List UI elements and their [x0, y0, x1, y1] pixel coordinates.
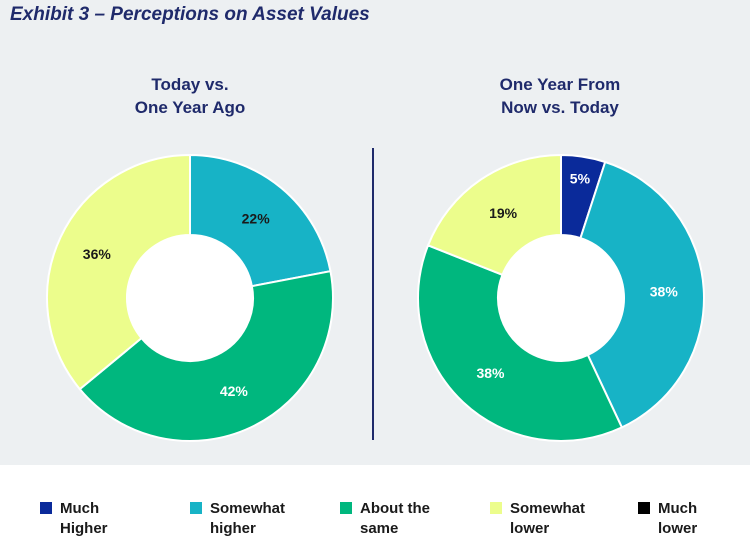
- slice-label-about-the-same: 38%: [476, 365, 505, 381]
- legend-label: About the same: [360, 500, 430, 537]
- chart-divider: [372, 148, 374, 440]
- legend-swatch: [340, 502, 352, 514]
- exhibit-title: Exhibit 3 – Perceptions on Asset Values: [10, 4, 370, 25]
- slice-label-about-the-same: 42%: [220, 383, 249, 399]
- slice-label-somewhat-higher: 22%: [242, 211, 271, 227]
- donut-year-from-now: 5% 38% 38% 19%: [417, 153, 705, 442]
- legend-label: Somewhat lower: [510, 500, 586, 537]
- donut-slice-somewhat-lower: [426, 153, 562, 277]
- legend-swatch: [638, 502, 650, 514]
- legend-swatch: [190, 502, 202, 514]
- donut-hole: [127, 235, 253, 361]
- chart-title-today-vs-year-ago: Today vs. One Year Ago: [134, 75, 246, 117]
- donut-today-vs-year-ago: 22% 42% 36%: [46, 153, 334, 442]
- legend-label: Much lower: [658, 500, 698, 537]
- chart-title-year-from-now: One Year From Now vs. Today: [499, 75, 621, 117]
- legend-swatch: [490, 502, 502, 514]
- slice-label-much-higher: 5%: [570, 170, 591, 186]
- exhibit-panel: Exhibit 3 – Perceptions on Asset Values …: [0, 0, 750, 465]
- donut-charts: 22% 42% 36% 5% 38% 38% 19%: [46, 153, 705, 442]
- donut-hole: [498, 235, 624, 361]
- slice-label-somewhat-lower: 36%: [83, 246, 112, 262]
- legend-label: Much Higher: [60, 500, 108, 537]
- legend-swatch: [40, 502, 52, 514]
- slice-label-somewhat-higher: 38%: [650, 284, 679, 300]
- legend: Much Higher Somewhat higher About the sa…: [0, 465, 750, 545]
- slice-label-somewhat-lower: 19%: [489, 205, 518, 221]
- legend-label: Somewhat higher: [210, 500, 286, 537]
